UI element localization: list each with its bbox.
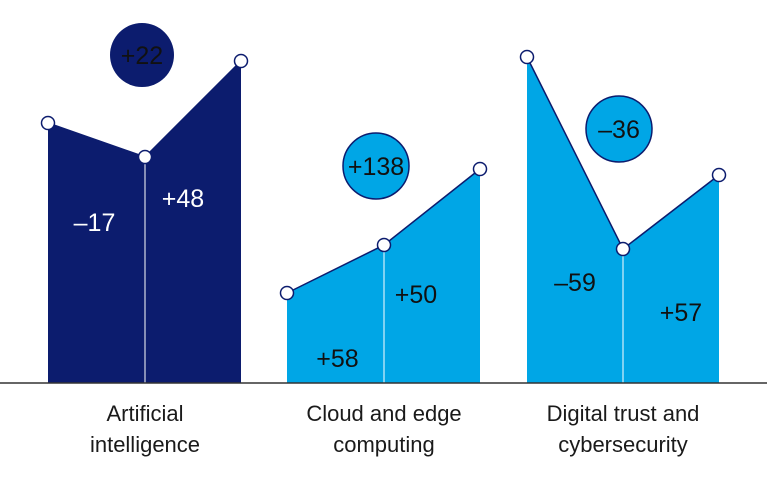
category-label: Cloud and edge	[306, 401, 461, 426]
point-marker-2-2	[376, 237, 392, 253]
point-marker-1-1	[40, 115, 56, 131]
net-change-label: –36	[598, 116, 640, 144]
category-label: intelligence	[90, 432, 200, 457]
segment-change-label: –17	[74, 209, 116, 237]
category-label: Artificial	[106, 401, 183, 426]
segment-change-label: –59	[554, 269, 596, 297]
net-change-badge	[342, 132, 410, 200]
category-label: Digital trust and	[547, 401, 700, 426]
net-change-label: +22	[121, 42, 163, 70]
point-marker-2-3	[472, 161, 488, 177]
point-marker-1-3	[233, 53, 249, 69]
net-change-label: +138	[348, 153, 404, 181]
net-change-badge	[110, 23, 174, 87]
point-marker-2-1	[279, 285, 295, 301]
point-marker-3-1	[519, 49, 535, 65]
point-marker-1-2	[137, 149, 153, 165]
area-3	[527, 57, 719, 383]
category-label: computing	[333, 432, 435, 457]
segment-change-label: +57	[660, 299, 702, 327]
net-change-badge	[585, 95, 653, 163]
category-label: cybersecurity	[558, 432, 688, 457]
point-marker-3-3	[711, 167, 727, 183]
point-marker-3-2	[615, 241, 631, 257]
segment-change-label: +48	[162, 185, 204, 213]
segment-change-label: +50	[395, 281, 437, 309]
segment-change-label: +58	[316, 345, 358, 373]
